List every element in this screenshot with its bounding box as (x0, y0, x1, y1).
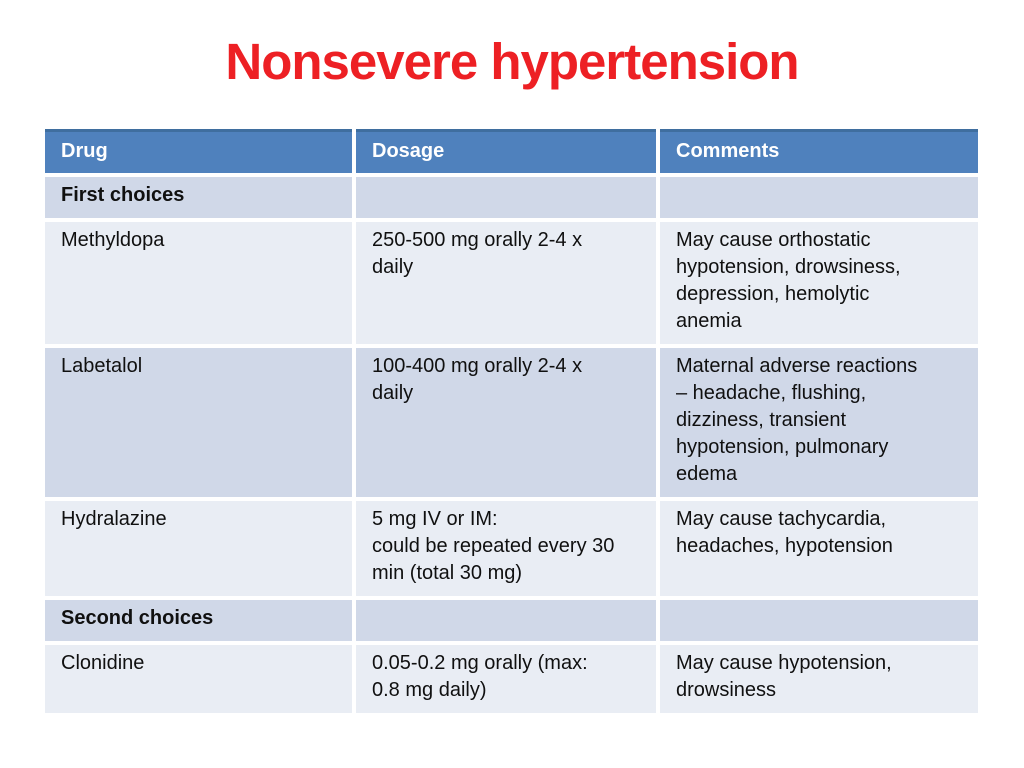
table-header-row: Drug Dosage Comments (41, 129, 982, 177)
column-header-dosage: Dosage (352, 129, 660, 177)
comments-cell: May cause hypotension, drowsiness (656, 641, 982, 717)
comments-cell: Maternal adverse reactions – headache, f… (656, 344, 982, 501)
table-row-labetalol: Labetalol 100-400 mg orally 2-4 x daily … (41, 344, 982, 501)
table-row-methyldopa: Methyldopa 250-500 mg orally 2-4 x daily… (41, 218, 982, 348)
drug-table: Drug Dosage Comments First choices Methy… (41, 129, 982, 717)
dosage-cell: 100-400 mg orally 2-4 x daily (352, 344, 660, 501)
section-label: First choices (41, 173, 356, 222)
table-row-clonidine: Clonidine 0.05-0.2 mg orally (max: 0.8 m… (41, 641, 982, 717)
drug-cell: Labetalol (41, 344, 356, 501)
empty-cell (656, 596, 982, 645)
drug-cell: Clonidine (41, 641, 356, 717)
drug-cell: Hydralazine (41, 497, 356, 600)
column-header-comments: Comments (656, 129, 982, 177)
dosage-cell: 250-500 mg orally 2-4 x daily (352, 218, 660, 348)
empty-cell (352, 173, 660, 222)
section-row-first-choices: First choices (41, 173, 982, 222)
section-row-second-choices: Second choices (41, 596, 982, 645)
empty-cell (656, 173, 982, 222)
dosage-cell: 0.05-0.2 mg orally (max: 0.8 mg daily) (352, 641, 660, 717)
comments-cell: May cause tachycardia, headaches, hypote… (656, 497, 982, 600)
drug-cell: Methyldopa (41, 218, 356, 348)
column-header-drug: Drug (41, 129, 356, 177)
section-label: Second choices (41, 596, 356, 645)
slide-title: Nonsevere hypertension (225, 33, 799, 90)
table-row-hydralazine: Hydralazine 5 mg IV or IM: could be repe… (41, 497, 982, 600)
dosage-cell: 5 mg IV or IM: could be repeated every 3… (352, 497, 660, 600)
empty-cell (352, 596, 660, 645)
comments-cell: May cause orthostatic hypotension, drows… (656, 218, 982, 348)
